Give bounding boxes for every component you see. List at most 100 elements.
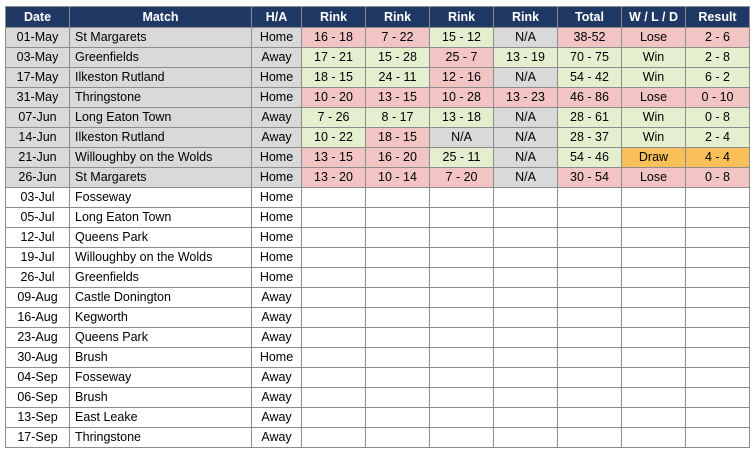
total-cell[interactable] [557,427,622,448]
date-cell[interactable]: 17-Sep [5,427,70,448]
rink-3-cell[interactable]: 10 - 28 [429,87,494,108]
rink-2-cell[interactable] [365,307,430,328]
total-cell[interactable]: 28 - 37 [557,127,622,148]
home-away-cell[interactable]: Away [251,407,302,428]
rink-1-cell[interactable] [301,247,366,268]
rink-1-cell[interactable]: 10 - 22 [301,127,366,148]
result-cell[interactable] [685,227,750,248]
rink-1-cell[interactable] [301,347,366,368]
date-cell[interactable]: 30-Aug [5,347,70,368]
home-away-cell[interactable]: Away [251,47,302,68]
rink-2-cell[interactable]: 10 - 14 [365,167,430,188]
rink-2-cell[interactable]: 16 - 20 [365,147,430,168]
date-cell[interactable]: 14-Jun [5,127,70,148]
total-cell[interactable] [557,227,622,248]
total-cell[interactable] [557,307,622,328]
home-away-cell[interactable]: Away [251,287,302,308]
rink-2-cell[interactable] [365,347,430,368]
total-cell[interactable]: 54 - 42 [557,67,622,88]
match-cell[interactable]: Fosseway [69,367,252,388]
win-lose-draw-cell[interactable]: Lose [621,27,686,48]
rink-4-cell[interactable] [493,387,558,408]
win-lose-draw-cell[interactable]: Win [621,127,686,148]
home-away-cell[interactable]: Away [251,307,302,328]
result-cell[interactable] [685,307,750,328]
rink-4-cell[interactable]: N/A [493,127,558,148]
rink-3-cell[interactable] [429,387,494,408]
rink-3-cell[interactable] [429,187,494,208]
rink-4-cell[interactable] [493,367,558,388]
rink-4-cell[interactable] [493,247,558,268]
total-cell[interactable]: 28 - 61 [557,107,622,128]
rink-4-cell[interactable] [493,267,558,288]
match-cell[interactable]: Greenfields [69,267,252,288]
home-away-cell[interactable]: Away [251,427,302,448]
win-lose-draw-cell[interactable]: Win [621,107,686,128]
match-cell[interactable]: Long Eaton Town [69,207,252,228]
home-away-cell[interactable]: Home [251,27,302,48]
result-cell[interactable] [685,187,750,208]
date-cell[interactable]: 03-May [5,47,70,68]
match-cell[interactable]: Queens Park [69,227,252,248]
win-lose-draw-cell[interactable]: Win [621,47,686,68]
win-lose-draw-cell[interactable] [621,207,686,228]
result-cell[interactable] [685,247,750,268]
result-cell[interactable] [685,207,750,228]
rink-4-cell[interactable]: N/A [493,27,558,48]
date-cell[interactable]: 31-May [5,87,70,108]
rink-2-cell[interactable] [365,187,430,208]
match-cell[interactable]: Castle Donington [69,287,252,308]
rink-2-cell[interactable] [365,207,430,228]
rink-4-cell[interactable] [493,347,558,368]
rink-4-cell[interactable] [493,327,558,348]
match-cell[interactable]: Willoughby on the Wolds [69,147,252,168]
win-lose-draw-cell[interactable] [621,247,686,268]
date-cell[interactable]: 13-Sep [5,407,70,428]
result-cell[interactable]: 0 - 8 [685,167,750,188]
match-cell[interactable]: East Leake [69,407,252,428]
match-cell[interactable]: Long Eaton Town [69,107,252,128]
rink-4-cell[interactable]: N/A [493,67,558,88]
win-lose-draw-cell[interactable] [621,427,686,448]
rink-4-cell[interactable] [493,307,558,328]
rink-1-cell[interactable] [301,407,366,428]
home-away-cell[interactable]: Home [251,267,302,288]
win-lose-draw-cell[interactable] [621,227,686,248]
rink-3-cell[interactable]: 25 - 7 [429,47,494,68]
date-cell[interactable]: 01-May [5,27,70,48]
date-cell[interactable]: 23-Aug [5,327,70,348]
rink-2-cell[interactable] [365,227,430,248]
rink-2-cell[interactable] [365,247,430,268]
rink-4-cell[interactable] [493,427,558,448]
rink-3-cell[interactable]: 25 - 11 [429,147,494,168]
rink-1-cell[interactable]: 17 - 21 [301,47,366,68]
home-away-cell[interactable]: Home [251,347,302,368]
total-cell[interactable]: 70 - 75 [557,47,622,68]
home-away-cell[interactable]: Away [251,327,302,348]
rink-1-cell[interactable] [301,207,366,228]
result-cell[interactable] [685,387,750,408]
rink-1-cell[interactable]: 16 - 18 [301,27,366,48]
rink-3-cell[interactable] [429,227,494,248]
win-lose-draw-cell[interactable] [621,187,686,208]
date-cell[interactable]: 12-Jul [5,227,70,248]
win-lose-draw-cell[interactable] [621,347,686,368]
win-lose-draw-cell[interactable] [621,387,686,408]
rink-2-cell[interactable] [365,327,430,348]
rink-1-cell[interactable]: 13 - 15 [301,147,366,168]
date-cell[interactable]: 16-Aug [5,307,70,328]
date-cell[interactable]: 07-Jun [5,107,70,128]
rink-1-cell[interactable]: 7 - 26 [301,107,366,128]
rink-1-cell[interactable] [301,367,366,388]
result-cell[interactable]: 6 - 2 [685,67,750,88]
total-cell[interactable] [557,387,622,408]
win-lose-draw-cell[interactable]: Win [621,67,686,88]
rink-1-cell[interactable] [301,307,366,328]
rink-4-cell[interactable] [493,407,558,428]
total-cell[interactable] [557,187,622,208]
win-lose-draw-cell[interactable]: Lose [621,87,686,108]
rink-2-cell[interactable] [365,367,430,388]
rink-2-cell[interactable] [365,267,430,288]
total-cell[interactable] [557,267,622,288]
date-cell[interactable]: 26-Jul [5,267,70,288]
